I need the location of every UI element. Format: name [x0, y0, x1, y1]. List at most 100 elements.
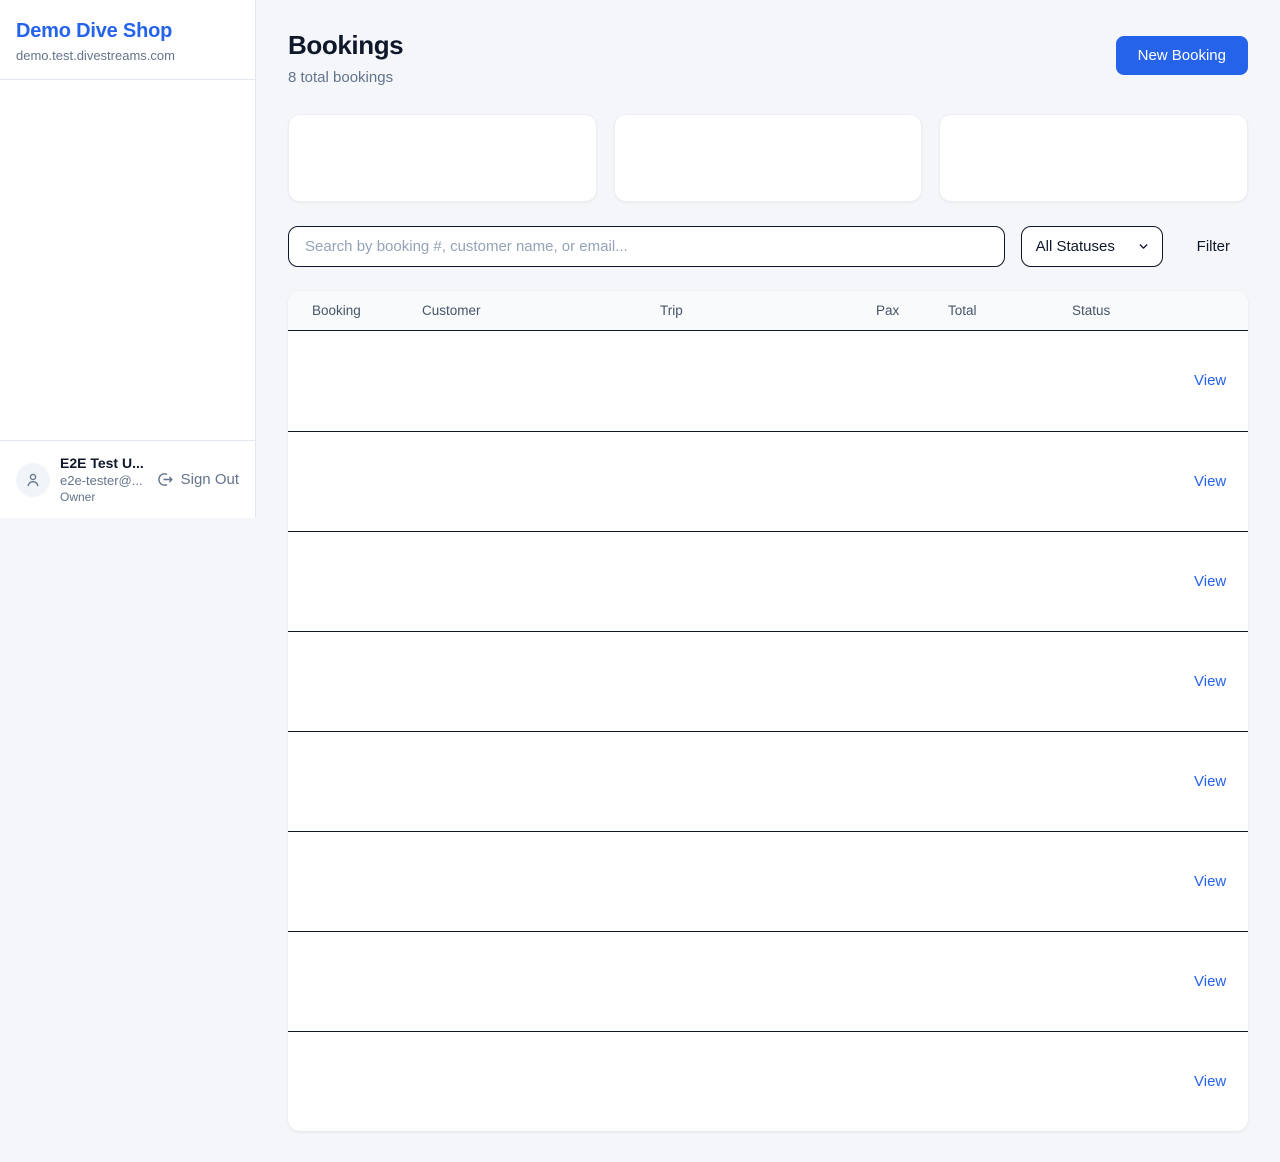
table-row: View [288, 931, 1248, 1031]
stat-card [939, 114, 1248, 202]
total-cell [948, 880, 1072, 884]
shop-domain: demo.test.divestreams.com [16, 48, 175, 63]
sidebar-nav-item[interactable] [16, 336, 239, 352]
user-name: E2E Test U... [60, 455, 144, 471]
booking-cell [312, 380, 422, 383]
total-cell [948, 680, 1072, 684]
total-cell [948, 580, 1072, 584]
table-header-row: Booking Customer Trip Pax Total Status [288, 291, 1248, 331]
view-cell: View [1194, 773, 1226, 791]
new-booking-button[interactable]: New Booking [1115, 36, 1248, 75]
status-cell [1072, 372, 1194, 390]
view-link[interactable]: View [1194, 872, 1227, 890]
stat-card [613, 114, 923, 202]
chevron-down-icon [1139, 244, 1148, 249]
table-row: View [288, 431, 1248, 531]
shop-name: Demo Dive Shop [16, 20, 173, 42]
view-link[interactable]: View [1194, 672, 1227, 690]
sidebar-nav-item[interactable] [16, 216, 239, 232]
status-cell [1072, 573, 1194, 591]
view-cell: View [1194, 673, 1226, 691]
avatar [16, 462, 50, 497]
page-title-block: Bookings 8 total bookings [288, 30, 404, 86]
view-link[interactable]: View [1194, 1072, 1227, 1090]
status-badge [1072, 1076, 1096, 1086]
filter-button[interactable]: Filter [1179, 238, 1248, 255]
page-title: Bookings [288, 30, 404, 60]
status-badge [1072, 876, 1096, 886]
status-cell [1072, 873, 1194, 891]
customer-cell [422, 780, 660, 784]
booking-cell [312, 780, 422, 783]
view-cell: View [1194, 873, 1226, 891]
column-header: Customer [422, 303, 481, 318]
column-header: Total [948, 303, 977, 318]
table-row: View [288, 631, 1248, 731]
trip-cell [660, 379, 876, 383]
stat-card [288, 114, 597, 202]
view-link[interactable]: View [1194, 472, 1227, 490]
view-link[interactable]: View [1194, 572, 1227, 590]
sidebar-nav-item[interactable] [16, 408, 239, 424]
sidebar-nav-item[interactable] [16, 264, 239, 280]
total-cell [948, 1080, 1072, 1084]
table-row: View [288, 331, 1248, 431]
total-cell [948, 980, 1072, 984]
user-info: E2E Test U... e2e-tester@... Owner [60, 455, 144, 504]
table-row: View [288, 831, 1248, 931]
total-cell [948, 780, 1072, 784]
column-header: Status [1072, 303, 1111, 318]
view-link[interactable]: View [1194, 772, 1227, 790]
column-header: Trip [660, 303, 683, 318]
sidebar-nav-item[interactable] [16, 144, 239, 160]
sidebar-nav-item[interactable] [16, 168, 239, 184]
sidebar: Demo Dive Shop demo.test.divestreams.com [0, 0, 256, 518]
main-content: Bookings 8 total bookings New Booking A [256, 0, 1280, 1131]
sidebar-nav-item[interactable] [16, 240, 239, 256]
sidebar-nav [0, 80, 255, 440]
sidebar-nav-item[interactable] [16, 360, 239, 376]
search-input[interactable] [288, 226, 1005, 267]
page-header: Bookings 8 total bookings New Booking [288, 30, 1248, 86]
view-cell: View [1194, 473, 1226, 491]
view-cell: View [1194, 1073, 1226, 1091]
trip-cell [660, 480, 876, 484]
view-link[interactable]: View [1194, 372, 1227, 389]
column-header: Booking [312, 303, 361, 318]
status-cell [1072, 1073, 1194, 1091]
trip-cell [660, 580, 876, 584]
sidebar-nav-item[interactable] [16, 384, 239, 400]
booking-cell [312, 980, 422, 983]
status-badge [1072, 476, 1096, 486]
sidebar-nav-item[interactable] [16, 288, 239, 304]
trip-cell [660, 880, 876, 884]
filter-row: All Statuses Filter [288, 226, 1248, 267]
view-link[interactable]: View [1194, 972, 1227, 990]
booking-cell [312, 880, 422, 883]
total-cell [948, 480, 1072, 484]
status-filter-select[interactable]: All Statuses [1020, 226, 1163, 267]
customer-cell [422, 480, 660, 484]
stats-row [288, 114, 1248, 202]
user-footer: E2E Test U... e2e-tester@... Owner Sign … [0, 440, 255, 518]
trip-cell [660, 1080, 876, 1084]
trip-cell [660, 980, 876, 984]
sidebar-nav-item[interactable] [16, 96, 239, 112]
view-cell: View [1194, 372, 1226, 390]
sidebar-nav-item[interactable] [16, 120, 239, 136]
booking-cell [312, 1080, 422, 1083]
status-cell [1072, 773, 1194, 791]
person-icon [27, 473, 39, 486]
table-row: View [288, 731, 1248, 831]
user-email: e2e-tester@... [60, 473, 143, 488]
status-badge [1072, 676, 1096, 686]
shop-header: Demo Dive Shop demo.test.divestreams.com [0, 0, 255, 80]
booking-cell [312, 680, 422, 683]
sign-out-button[interactable]: Sign Out [157, 471, 239, 488]
sidebar-nav-item[interactable] [16, 312, 239, 328]
status-cell [1072, 473, 1194, 491]
sidebar-nav-item[interactable] [16, 192, 239, 208]
status-cell [1072, 673, 1194, 691]
trip-cell [660, 780, 876, 784]
status-badge [1072, 976, 1096, 986]
